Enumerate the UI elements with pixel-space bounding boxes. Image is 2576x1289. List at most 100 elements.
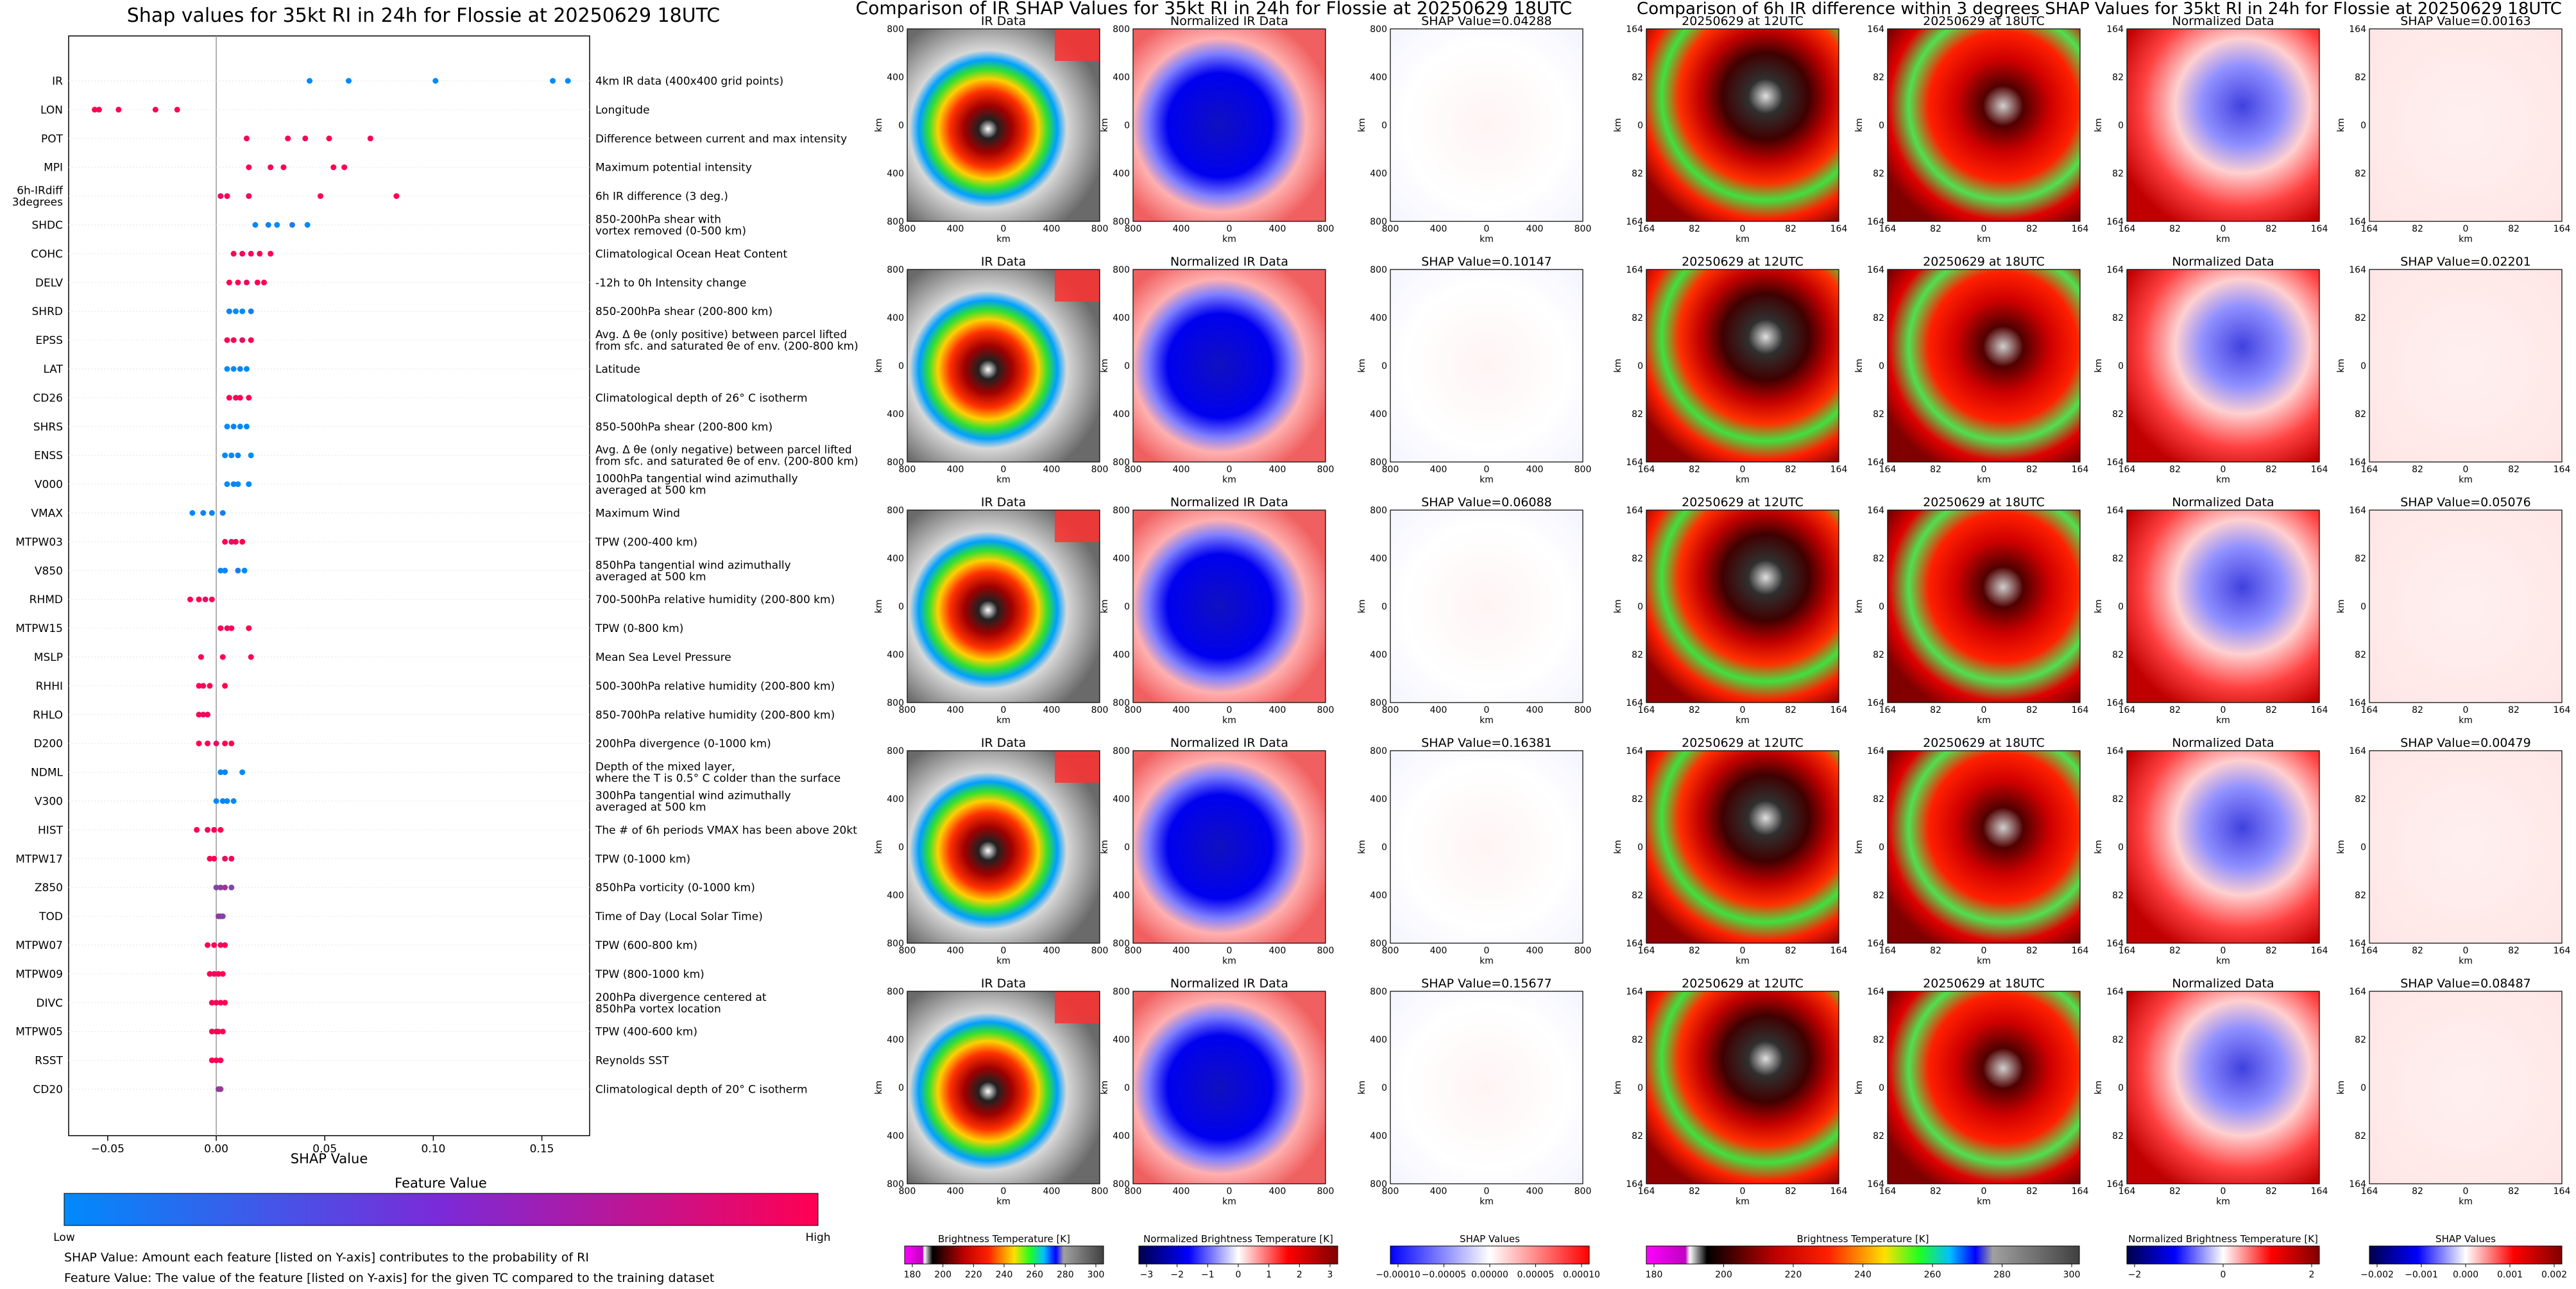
panel-y-axis-label: km [874,359,884,373]
panel-title: Normalized IR Data [1170,495,1288,509]
panel-x-tick-label: 400 [1430,946,1447,956]
panel-x-tick-label: 164 [2311,1186,2328,1197]
shap-point [96,107,102,113]
shap-summary-plot: Shap values for 35kt RI in 24h for Floss… [12,4,858,1285]
feature-code-label: V850 [35,565,63,577]
colorbar [2126,1245,2320,1265]
panel-title: IR Data [981,736,1026,750]
shap-point [237,395,243,401]
panel-x-tick-label: 0 [2463,1186,2469,1197]
panel-x-axis-label: km [1977,1197,1991,1207]
panel-y-axis-label: km [874,840,884,854]
panel-x-tick-label: 800 [899,946,916,956]
feature-code-label: RSST [35,1055,63,1068]
panel-x-axis-label: km [1222,715,1236,726]
panel-x-tick-label: 800 [1574,465,1592,475]
panel-x-tick-label: 400 [1043,705,1061,715]
panel-frame [1132,28,1326,222]
shap-x-axis-label: SHAP Value [291,1151,368,1166]
panel-x-tick-label: 82 [1785,705,1796,715]
feature-row: D200 200hPa divergence (0-1000 km) [33,738,771,751]
shap-point [213,1057,219,1064]
feature-description-label: Climatological Ocean Heat Content [595,248,787,260]
panel-y-tick-label: 800 [1370,939,1387,949]
feature-description-label: TPW (600-800 km) [595,939,697,952]
panel-x-tick-label: 82 [1930,946,1941,956]
panel-y-tick-label: 82 [1873,169,1884,179]
panel-y-tick-label: 0 [1381,842,1387,853]
panel-x-axis-label: km [1736,956,1750,966]
feature-code-label: CD26 [33,392,63,405]
panel-x-tick-label: 82 [2265,1186,2277,1197]
panel-x-tick-label: 400 [1173,705,1190,715]
panel-x-tick-label: 82 [2265,465,2277,475]
feature-row: MTPW03 TPW (200-400 km) [15,536,697,549]
shap-point [224,798,230,804]
panel-x-tick-label: 164 [2311,224,2328,234]
panel-title: 20250629 at 18UTC [1923,14,2045,28]
feature-value-colorbar [64,1193,819,1226]
panel-y-tick-label: 82 [2112,73,2124,83]
shap-point [224,481,230,488]
colorbar [1390,1245,1590,1265]
feature-description-label: TPW (0-800 km) [595,622,683,635]
panel-y-tick-label: 400 [1370,554,1387,564]
panel-x-tick-label: 164 [1879,1186,1897,1197]
panel-y-axis-label: km [1854,359,1864,373]
panel-y-tick-label: 800 [887,457,904,468]
shap-point [198,654,204,660]
panel-y-tick-label: 0 [898,121,904,131]
shap-point [209,1029,215,1035]
shap-map-image [1390,751,1583,943]
panel-y-axis-label: km [1100,599,1110,613]
colorbar-tick-label: 0 [2221,1270,2226,1280]
feature-code-label: DELV [35,277,63,289]
feature-description-label: 4km IR data (400x400 grid points) [595,75,783,88]
panel-y-tick-label: 82 [2112,650,2124,660]
feature-code-label: MTPW05 [15,1026,63,1039]
panel-x-tick-label: 82 [2265,705,2277,715]
colorbar-tick-label: −0.00010 [1376,1270,1420,1280]
shap-point [196,740,202,747]
panel-y-tick-label: 82 [1632,1131,1643,1141]
panel-x-tick-label: 82 [1785,224,1796,234]
colorbar-tick-label: −2 [2128,1270,2142,1280]
panel-y-tick-label: 0 [1879,842,1884,853]
shap-point [209,596,215,602]
panel-y-tick-label: 82 [1873,794,1884,805]
feature-code-label: RHLO [33,709,63,722]
feature-code-label: RHHI [36,680,63,693]
feature-description-label: 850-500hPa shear (200-800 km) [595,421,772,434]
colorbar-tick-label: 2 [1297,1270,1302,1280]
colorbar [1138,1245,1338,1265]
panel-y-axis-label: km [874,599,884,613]
panel-x-tick-label: 82 [2265,224,2277,234]
panel-title: SHAP Value=0.04288 [1421,14,1552,28]
shap-point [218,1000,224,1006]
panel-x-axis-label: km [996,1197,1011,1207]
panel-y-axis-label: km [2094,840,2104,854]
shap-point [92,107,98,113]
feature-code-label: LAT [43,363,63,376]
feature-description-label: Reynolds SST [595,1055,669,1068]
shap-plot-frame [68,35,590,1136]
panel-x-tick-label: 0 [1484,465,1490,475]
panel-frame [1646,28,1839,222]
panel-x-tick-label: 0 [1227,705,1233,715]
panel-y-tick-label: 82 [1873,313,1884,323]
panel-x-tick-label: 164 [2311,946,2328,956]
panel-x-axis-label: km [996,234,1011,244]
shap-point [341,164,348,171]
panel-x-axis-label: km [996,475,1011,485]
panel-x-tick-label: 800 [1091,1186,1109,1197]
panel-y-axis-label: km [1100,359,1110,373]
shap-point [209,510,215,516]
colorbar-label: Brightness Temperature [K] [1797,1233,1929,1245]
panel-x-tick-label: 400 [1526,1186,1544,1197]
panel-title: SHAP Value=0.10147 [1421,255,1552,269]
feature-code-label: MTPW15 [15,622,63,635]
colorbar-tick-label: 280 [1993,1270,2011,1280]
